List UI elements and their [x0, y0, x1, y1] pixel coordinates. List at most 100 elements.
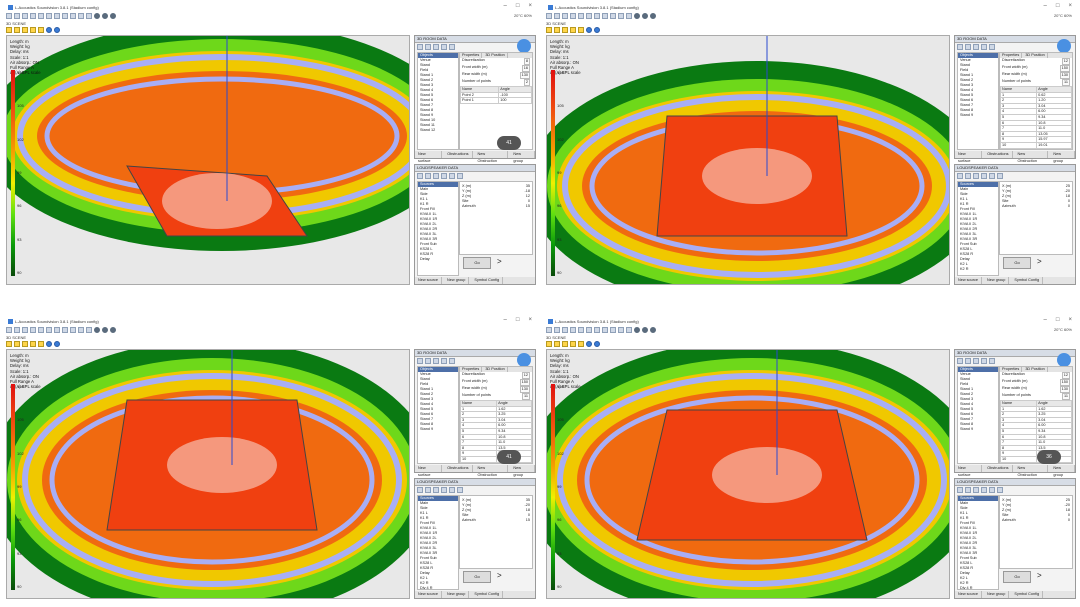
position-value-field[interactable]: 0 [1067, 513, 1070, 517]
source-item[interactable]: KIVA II 3L [960, 232, 977, 236]
maximize-button[interactable]: □ [1055, 317, 1060, 323]
compass-widget[interactable]: 36 [1037, 450, 1061, 464]
redo-icon[interactable] [989, 487, 995, 493]
source-item[interactable]: KIVA II 2R [960, 541, 978, 545]
tree-item[interactable]: Stand 2 [960, 78, 974, 82]
map-icon[interactable] [578, 27, 584, 33]
tree-item[interactable]: Stand 1 [960, 73, 974, 77]
layer-icon[interactable] [38, 327, 44, 333]
table-row[interactable]: 7 11.0 [460, 439, 532, 446]
speaker-icon[interactable] [46, 13, 52, 19]
position-value-field[interactable]: 0 [1067, 204, 1070, 208]
zoom-icon[interactable] [586, 341, 592, 347]
property-value-field[interactable]: 12 [1061, 372, 1070, 379]
source-item[interactable]: Main [420, 501, 429, 505]
help-icon[interactable] [110, 327, 116, 333]
view-icon[interactable] [86, 327, 92, 333]
tab-properties[interactable]: Properties [460, 53, 483, 58]
property-value-field[interactable]: 130 [519, 386, 530, 393]
property-value-field[interactable]: 150 [1059, 65, 1070, 72]
redo-icon[interactable] [989, 173, 995, 179]
property-value-field[interactable]: 150 [1059, 379, 1070, 386]
info-icon[interactable] [594, 27, 600, 33]
source-item[interactable]: KIVA II 1L [960, 526, 977, 530]
paste-icon[interactable] [618, 327, 624, 333]
source-item[interactable]: KIVA II 3L [960, 546, 977, 550]
save-icon[interactable] [433, 44, 439, 50]
position-value-field[interactable]: 35 [525, 498, 530, 502]
source-item[interactable]: Front Fill [960, 521, 975, 525]
3d-viewport[interactable]: Length: m Weight: kg Delay: ms Scale: 1:1 Ai… [6, 35, 410, 285]
property-value-field[interactable]: 8 [523, 58, 530, 65]
grid-icon[interactable] [634, 327, 640, 333]
open-icon[interactable] [965, 173, 971, 179]
view-top-icon[interactable] [6, 341, 12, 347]
info-icon[interactable] [54, 27, 60, 33]
tree-item[interactable]: Stand 4 [960, 402, 974, 406]
array-icon[interactable] [594, 327, 600, 333]
save-icon[interactable] [22, 327, 28, 333]
tree-item[interactable]: Stand 6 [420, 98, 434, 102]
source-item[interactable]: K2 L [960, 262, 968, 266]
close-button[interactable]: × [1068, 317, 1072, 323]
save-icon[interactable] [433, 173, 439, 179]
maximize-button[interactable]: □ [515, 3, 520, 9]
source-item[interactable]: K2 L [420, 576, 428, 580]
source-item[interactable]: KS28 R [420, 252, 434, 256]
open-file-icon[interactable] [554, 13, 560, 19]
table-row[interactable]: 3 3.04 [1000, 416, 1072, 424]
table-row[interactable]: 6 10.8 [1000, 119, 1072, 127]
source-item[interactable]: Side [420, 506, 428, 510]
help-bubble-icon[interactable] [1057, 353, 1071, 367]
zoom-icon[interactable] [46, 27, 52, 33]
new-icon[interactable] [957, 44, 963, 50]
save-icon[interactable] [973, 44, 979, 50]
object-tree[interactable]: Objects Venue Stand Field Stand 1 Stand 2 Stan… [957, 52, 999, 150]
source-item[interactable]: K1 L [960, 197, 968, 201]
footer-button[interactable]: Symbol Config [471, 591, 504, 598]
minimize-button[interactable]: – [1043, 317, 1047, 323]
source-item[interactable]: KS28 R [420, 566, 434, 570]
source-item[interactable]: KIVA II 1R [960, 217, 978, 221]
source-item[interactable]: KIVA II 2L [420, 222, 437, 226]
speaker-icon[interactable] [586, 327, 592, 333]
table-row[interactable]: Point 1 100 [460, 97, 532, 104]
tree-item[interactable]: Stand 9 [420, 427, 434, 431]
grid-icon[interactable] [94, 13, 100, 19]
tree-item[interactable]: Field [420, 68, 429, 72]
layer-icon[interactable] [578, 327, 584, 333]
table-row[interactable]: 5 9.34 [1000, 428, 1072, 435]
table-row[interactable]: 4 6.00 [1000, 422, 1072, 429]
close-button[interactable]: × [528, 3, 532, 9]
property-value-field[interactable]: 16 [521, 65, 530, 72]
position-value-field[interactable]: 15 [525, 204, 530, 208]
source-item[interactable]: Front Sub [420, 556, 437, 560]
tree-item[interactable]: Stand 4 [420, 88, 434, 92]
new-icon[interactable] [417, 358, 423, 364]
view-top-icon[interactable] [546, 341, 552, 347]
table-row[interactable]: Point 2 -100 [460, 91, 532, 99]
help-icon[interactable] [650, 327, 656, 333]
next-arrow-icon[interactable]: > [1037, 257, 1042, 266]
sources-list[interactable]: Sources Main Side K1 L K1 R Front Fill KIVA II… [957, 495, 999, 590]
footer-button[interactable]: New group [1050, 151, 1075, 163]
sources-list[interactable]: Sources Main Side K1 L K1 R Front Fill KIVA II… [957, 181, 999, 276]
position-value-field[interactable]: 12 [525, 194, 530, 198]
source-item[interactable]: KIVA II 1L [420, 212, 437, 216]
speaker-icon[interactable] [586, 13, 592, 19]
view-icon[interactable] [626, 327, 632, 333]
footer-button[interactable]: New Obstruction [475, 465, 509, 477]
source-item[interactable]: Dly 4 R [960, 586, 973, 590]
source-item[interactable]: Delay [420, 257, 430, 261]
minimize-button[interactable]: – [503, 317, 507, 323]
source-item[interactable]: Delay [960, 257, 970, 261]
view-front-icon[interactable] [14, 341, 20, 347]
next-arrow-icon[interactable]: > [1037, 571, 1042, 580]
tree-item[interactable]: Stand 2 [420, 78, 434, 82]
source-item[interactable]: Front Sub [960, 242, 977, 246]
view-top-icon[interactable] [6, 27, 12, 33]
source-item[interactable]: KIVA II 1L [960, 212, 977, 216]
minimize-button[interactable]: – [503, 3, 507, 9]
settings-icon[interactable] [642, 13, 648, 19]
source-item[interactable]: KS28 L [420, 561, 433, 565]
